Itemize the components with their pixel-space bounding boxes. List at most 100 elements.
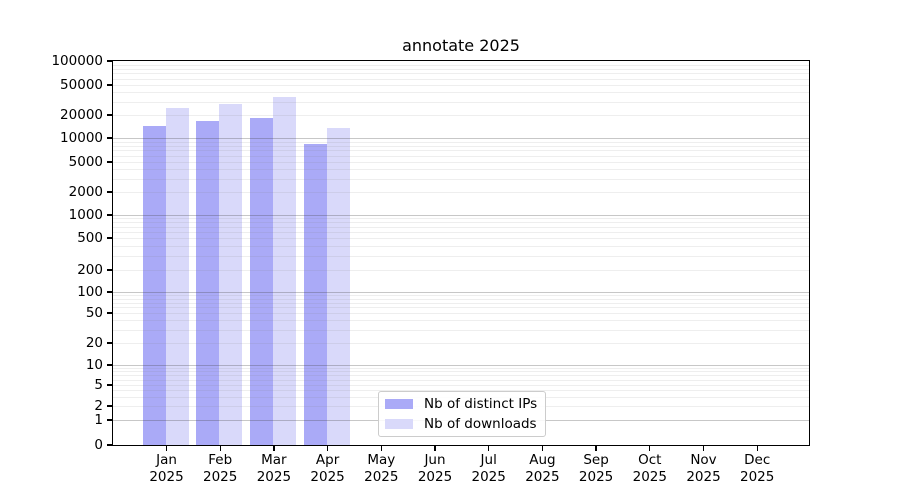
y-tick-label: 20 — [85, 334, 103, 351]
y-tick-label: 1000 — [68, 206, 103, 223]
y-tick-label: 5 — [94, 376, 103, 393]
gridline-minor — [113, 155, 809, 157]
gridline-minor — [113, 162, 809, 163]
gridline-minor — [113, 222, 809, 224]
gridline-minor — [113, 192, 809, 193]
x-tick-label-mar: Mar 2025 — [242, 452, 306, 485]
y-tick-mark — [107, 161, 112, 163]
x-tick-mark — [595, 446, 597, 451]
gridline-minor — [113, 375, 809, 377]
y-tick-mark — [107, 60, 112, 62]
x-tick-mark — [756, 446, 758, 451]
bar-nb-of-distinct-ips-jan — [142, 126, 166, 445]
y-tick-mark — [107, 114, 112, 116]
y-tick-label: 0 — [94, 436, 103, 453]
gridline-minor — [113, 368, 809, 370]
y-tick-label: 10 — [85, 356, 103, 373]
x-tick-label-apr: Apr 2025 — [296, 452, 360, 485]
x-tick-year: 2025 — [578, 468, 614, 485]
bar-nb-of-downloads-jan — [165, 107, 189, 445]
gridline-minor — [113, 178, 809, 180]
gridline-minor — [113, 141, 809, 143]
x-tick-year: 2025 — [686, 468, 721, 485]
gridline-minor — [113, 307, 809, 309]
gridline-minor — [113, 379, 809, 381]
gridline-minor — [113, 238, 809, 239]
gridline-minor — [113, 101, 809, 103]
gridline-minor — [113, 295, 809, 297]
x-tick-year: 2025 — [203, 468, 238, 485]
x-tick-mark — [434, 446, 436, 451]
y-tick-mark — [107, 291, 112, 293]
x-tick-year: 2025 — [310, 468, 345, 485]
gridline-minor — [113, 78, 809, 80]
gridline-minor — [113, 245, 809, 247]
gridline-minor — [113, 73, 809, 75]
x-tick-year: 2025 — [740, 468, 775, 485]
legend-entry-downloads: Nb of downloads — [385, 416, 545, 432]
gridline-minor — [113, 385, 809, 386]
gridline-major — [113, 215, 809, 216]
y-tick-label: 50 — [85, 304, 103, 321]
gridline-minor — [113, 302, 809, 304]
x-tick-mark — [165, 446, 168, 451]
gridline-minor — [113, 270, 809, 271]
gridline-minor — [113, 92, 809, 94]
x-tick-month: Feb — [208, 452, 233, 468]
gridline-minor — [113, 313, 809, 314]
y-tick-mark — [107, 444, 112, 446]
y-tick-mark — [107, 312, 112, 314]
y-tick-label: 500 — [77, 229, 103, 246]
y-tick-label: 20000 — [60, 106, 103, 123]
x-tick-label-nov: Nov 2025 — [672, 452, 736, 485]
x-tick-label-sep: Sep 2025 — [564, 452, 628, 485]
x-tick-month: Sep — [583, 452, 609, 468]
y-tick-label: 50000 — [60, 76, 103, 93]
spine-right — [809, 60, 811, 447]
x-tick-year: 2025 — [471, 468, 506, 485]
x-tick-label-jul: Jul 2025 — [457, 452, 521, 485]
y-tick-mark — [107, 364, 112, 366]
plot-area: Nb of distinct IPs Nb of downloads — [113, 61, 809, 445]
x-tick-month: Apr — [315, 452, 340, 468]
x-tick-mark — [702, 446, 705, 451]
bar-nb-of-distinct-ips-feb — [196, 121, 220, 445]
x-tick-month: Jul — [480, 452, 497, 468]
bar-nb-of-distinct-ips-apr — [303, 144, 327, 445]
gridline-minor — [113, 64, 809, 66]
gridline-minor — [113, 320, 809, 322]
spine-bottom — [112, 445, 811, 447]
y-tick-label: 10000 — [60, 129, 103, 146]
x-tick-year: 2025 — [364, 468, 399, 485]
x-tick-mark — [380, 446, 382, 451]
legend-swatch-downloads-icon — [385, 419, 413, 429]
legend-entry-distinct-ips: Nb of distinct IPs — [385, 396, 545, 412]
x-tick-label-aug: Aug 2025 — [510, 452, 574, 485]
x-tick-year: 2025 — [256, 468, 292, 485]
y-tick-mark — [107, 191, 112, 193]
gridline-minor — [113, 68, 809, 70]
gridline-minor — [113, 371, 809, 373]
gridline-major — [113, 138, 809, 139]
gridline-minor — [113, 226, 809, 228]
x-tick-mark — [219, 446, 221, 451]
y-tick-label: 5000 — [68, 153, 103, 170]
spine-left — [112, 60, 114, 447]
y-tick-label: 2 — [94, 397, 103, 414]
x-tick-month: Nov — [690, 452, 717, 468]
x-tick-year: 2025 — [632, 468, 667, 485]
gridline-minor — [113, 218, 809, 220]
y-tick-label: 200 — [77, 261, 103, 278]
bar-nb-of-downloads-feb — [219, 103, 243, 445]
x-tick-month: Mar — [261, 452, 287, 468]
legend: Nb of distinct IPs Nb of downloads — [378, 391, 546, 437]
gridline-minor — [113, 169, 809, 171]
y-tick-mark — [107, 419, 112, 421]
x-tick-label-may: May 2025 — [349, 452, 413, 485]
y-tick-mark — [107, 342, 112, 344]
gridline-minor — [113, 85, 809, 86]
bar-nb-of-downloads-mar — [272, 97, 296, 445]
gridline-minor — [113, 115, 809, 116]
gridline-major — [113, 365, 809, 366]
bar-nb-of-distinct-ips-mar — [249, 118, 273, 445]
